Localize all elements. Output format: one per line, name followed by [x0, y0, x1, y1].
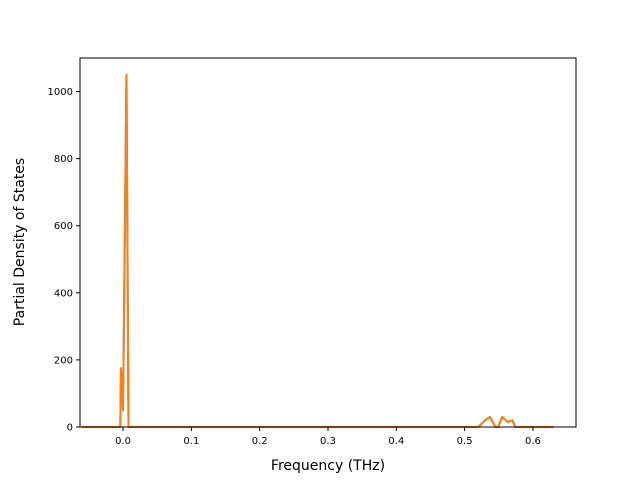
y-axis-title: Partial Density of States — [12, 158, 28, 326]
y-tick-label: 0 — [67, 423, 73, 434]
y-tick-label: 600 — [54, 221, 73, 232]
x-tick-label: 0.1 — [183, 436, 199, 447]
x-tick-label: 0.5 — [457, 436, 473, 447]
x-tick-label: 0.2 — [252, 436, 268, 447]
plot-frame — [79, 57, 577, 428]
x-axis-title: Frequency (THz) — [271, 458, 385, 474]
y-tick-label: 1000 — [48, 87, 73, 98]
y-tick-label: 400 — [54, 288, 73, 299]
x-tick-label: 0.4 — [388, 436, 404, 447]
y-axis-ticks: 0 200 400 600 800 1000 — [48, 87, 80, 434]
x-tick-label: 0.0 — [115, 436, 131, 447]
x-tick-label: 0.3 — [320, 436, 336, 447]
x-tick-label: 0.6 — [525, 436, 541, 447]
plot-background — [80, 58, 576, 427]
series-line-2 — [82, 73, 554, 428]
series-layer — [82, 73, 554, 428]
y-tick-label: 200 — [54, 355, 73, 366]
x-axis-ticks: 0.0 0.1 0.2 0.3 0.4 0.5 0.6 — [115, 427, 541, 447]
y-tick-label: 800 — [54, 154, 73, 165]
